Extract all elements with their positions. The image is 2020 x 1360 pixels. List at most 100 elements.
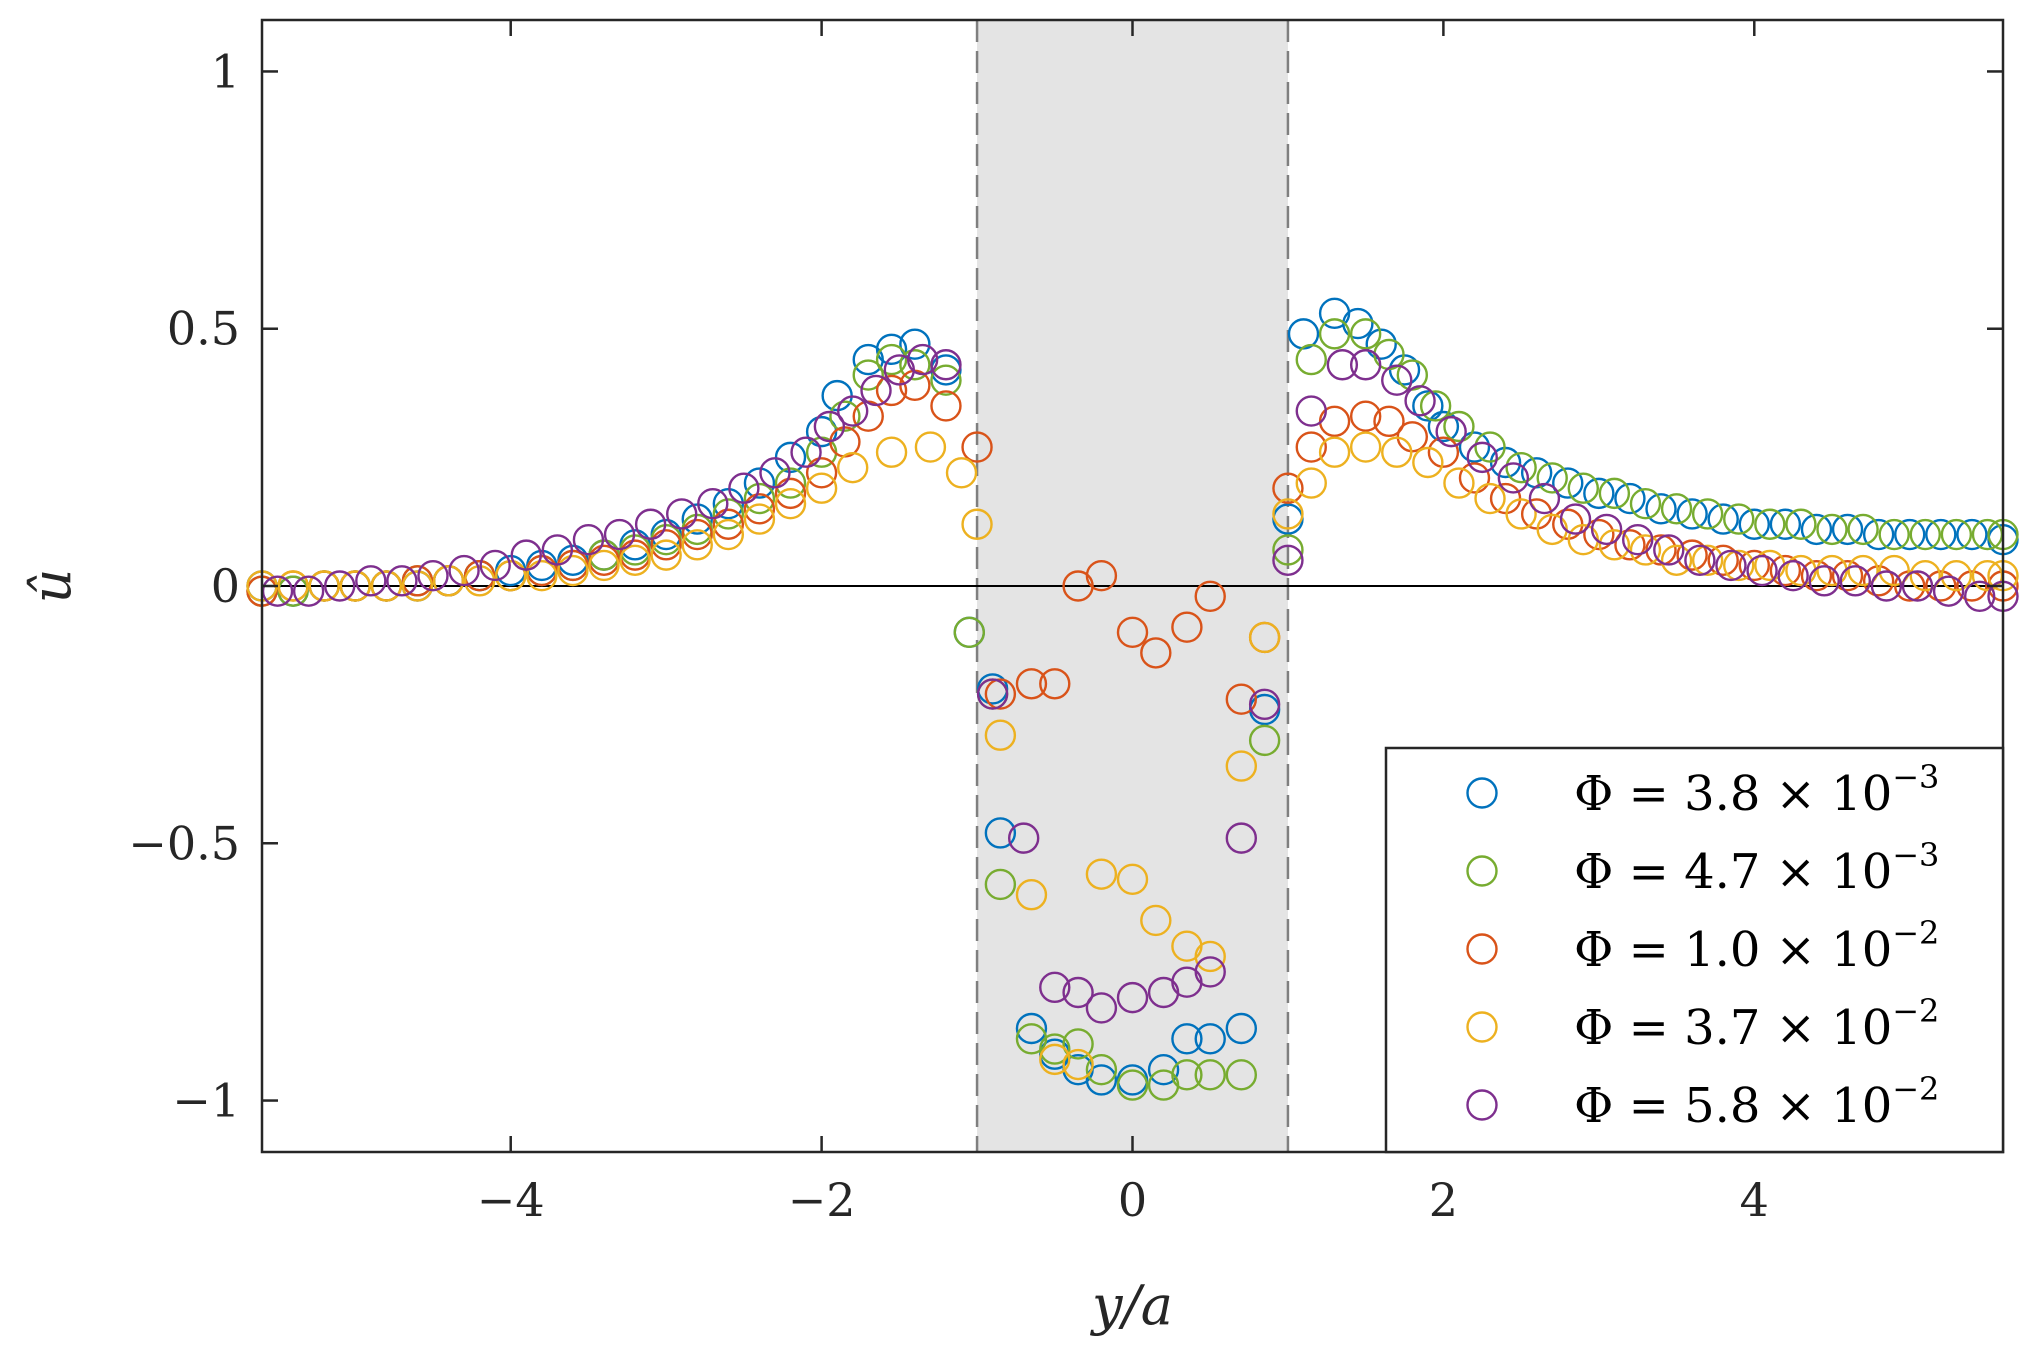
- data-point: [1419, 390, 1452, 422]
- data-point: [1691, 498, 1724, 530]
- data-point: [774, 467, 807, 499]
- data-point: [899, 328, 931, 360]
- data-point: [681, 529, 713, 561]
- legend-marker: [1466, 777, 1498, 809]
- data-point: [875, 436, 908, 468]
- data-point: [1085, 560, 1118, 592]
- data-point: [805, 457, 838, 489]
- data-point: [1800, 513, 1833, 546]
- y-tick-label: 0.5: [167, 302, 240, 356]
- data-point: [1878, 554, 1910, 587]
- data-point: [1909, 518, 1941, 551]
- data-point: [1194, 940, 1226, 973]
- data-point: [961, 508, 993, 540]
- data-point: [1614, 482, 1646, 515]
- data-point: [495, 560, 527, 592]
- data-point: [1194, 580, 1226, 612]
- data-point: [1676, 539, 1708, 571]
- x-axis-label: y/a: [1090, 1274, 1173, 1337]
- data-point: [1536, 462, 1568, 494]
- data-point: [1505, 498, 1537, 530]
- data-point: [1862, 565, 1895, 597]
- data-point: [1062, 976, 1094, 1009]
- data-point: [836, 451, 869, 484]
- data-point: [805, 472, 838, 504]
- data-point: [588, 549, 620, 582]
- data-point: [984, 678, 1017, 710]
- data-point: [681, 518, 713, 551]
- data-point: [650, 529, 682, 561]
- data-point: [1062, 1028, 1094, 1060]
- data-point: [930, 390, 962, 422]
- y-tick-label: 0: [211, 559, 240, 613]
- data-point: [1396, 359, 1429, 391]
- data-point: [1536, 513, 1568, 546]
- data-point: [1474, 431, 1506, 463]
- data-point: [774, 477, 807, 510]
- data-point: [743, 482, 776, 515]
- data-point: [1116, 616, 1149, 649]
- data-point: [1248, 724, 1281, 757]
- data-point: [875, 374, 908, 407]
- data-point: [370, 570, 403, 602]
- data-point: [1925, 518, 1957, 551]
- data-point: [1171, 1059, 1203, 1091]
- data-point: [1140, 637, 1172, 669]
- legend-marker: [1466, 1011, 1498, 1043]
- data-point: [1381, 364, 1413, 396]
- data-point: [743, 467, 776, 499]
- data-point: [1039, 971, 1071, 1004]
- data-point: [1777, 560, 1809, 592]
- data-point: [1039, 1043, 1071, 1076]
- data-point: [1723, 549, 1755, 582]
- data-point: [1373, 338, 1405, 371]
- data-point: [1940, 560, 1973, 592]
- data-point: [697, 487, 729, 520]
- data-point: [1085, 858, 1118, 890]
- data-point: [1808, 565, 1840, 597]
- data-point: [1443, 410, 1475, 443]
- data-point: [308, 570, 340, 602]
- data-point: [292, 575, 325, 607]
- data-point: [1831, 560, 1864, 592]
- data-point: [712, 498, 745, 530]
- data-point: [1552, 467, 1584, 499]
- series-4: [246, 431, 2019, 1081]
- data-point: [1349, 318, 1382, 350]
- data-point: [1598, 529, 1631, 561]
- data-point: [899, 349, 931, 381]
- data-point: [401, 570, 434, 602]
- data-point: [1956, 518, 1988, 551]
- y-tick-label: −1: [172, 1074, 240, 1128]
- data-point: [1295, 343, 1327, 376]
- data-point: [650, 539, 682, 571]
- data-point: [1427, 410, 1460, 443]
- data-point: [557, 554, 589, 587]
- data-point: [914, 431, 947, 463]
- data-point: [526, 560, 558, 592]
- data-point: [1738, 549, 1770, 582]
- data-point: [1365, 328, 1397, 360]
- data-point: [1318, 405, 1351, 438]
- data-point: [1295, 395, 1327, 427]
- data-point: [1629, 487, 1662, 520]
- data-point: [852, 359, 884, 391]
- data-point: [1225, 750, 1258, 782]
- data-point: [1847, 554, 1879, 587]
- data-point: [1956, 570, 1988, 602]
- y-tick-label: 1: [211, 44, 240, 98]
- data-point: [961, 431, 993, 463]
- data-point: [1147, 1053, 1180, 1086]
- data-point: [1225, 822, 1258, 854]
- data-point: [1318, 436, 1351, 468]
- data-point: [1272, 498, 1304, 530]
- data-point: [1754, 508, 1786, 540]
- legend-marker: [1466, 933, 1498, 965]
- data-point: [1458, 462, 1491, 494]
- data-point: [1567, 523, 1599, 556]
- data-point: [1878, 518, 1910, 551]
- data-point: [1629, 534, 1662, 566]
- data-point: [1567, 472, 1599, 504]
- data-point: [1940, 518, 1973, 551]
- data-point: [324, 570, 356, 602]
